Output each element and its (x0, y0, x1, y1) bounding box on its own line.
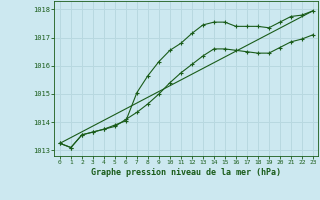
X-axis label: Graphe pression niveau de la mer (hPa): Graphe pression niveau de la mer (hPa) (92, 168, 281, 177)
